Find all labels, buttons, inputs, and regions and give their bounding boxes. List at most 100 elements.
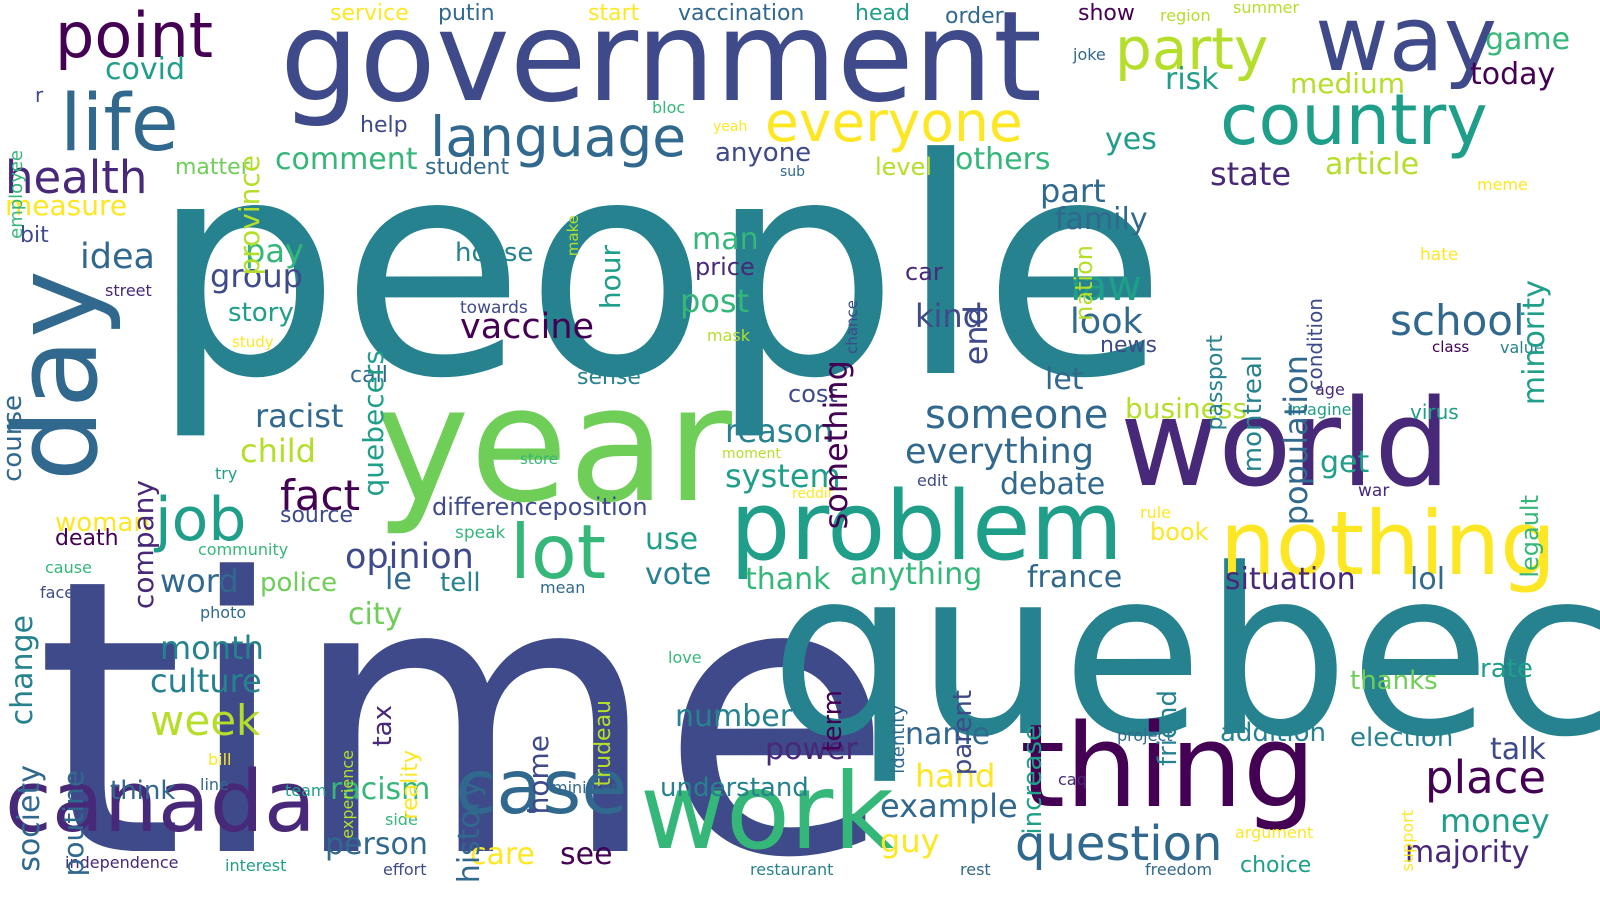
- word-example: example: [880, 787, 1018, 825]
- word-parent: parent: [948, 690, 978, 776]
- word-family: family: [1055, 202, 1148, 237]
- word-r: r: [35, 83, 44, 107]
- word-government: government: [280, 0, 1043, 130]
- word-racism: racism: [330, 772, 431, 807]
- word-moment: moment: [722, 446, 781, 462]
- word-police: police: [260, 568, 338, 598]
- word-change: change: [5, 615, 40, 726]
- word-language: language: [430, 105, 687, 169]
- word-point: point: [55, 0, 214, 72]
- word-cost: cost: [788, 380, 838, 408]
- word-system: system: [725, 457, 841, 495]
- word-election: election: [1350, 723, 1454, 753]
- word-world: world: [1120, 375, 1451, 514]
- word-le: le: [385, 562, 412, 597]
- word-city: city: [348, 597, 403, 632]
- word-anything: anything: [850, 557, 983, 592]
- word-man: man: [692, 222, 759, 257]
- word-situation: situation: [1225, 562, 1356, 597]
- word-legault: legault: [1516, 495, 1544, 578]
- word-something: something: [817, 360, 855, 530]
- word-minister: minister: [552, 778, 618, 797]
- word-addition: addition: [1220, 718, 1326, 748]
- word-name: name: [905, 717, 991, 752]
- word-montreal: montreal: [1238, 355, 1268, 473]
- word-work: work: [640, 751, 895, 873]
- word-study: study: [232, 333, 274, 351]
- word-cause: cause: [45, 558, 92, 577]
- word-lot: lot: [510, 508, 607, 596]
- word-employee: employee: [6, 150, 27, 239]
- word-joke: joke: [1073, 45, 1106, 64]
- word-risk: risk: [1165, 62, 1219, 97]
- word-poutine: poutine: [57, 770, 90, 877]
- word-home: home: [522, 735, 555, 815]
- word-reality: reality: [398, 750, 423, 820]
- word-care: care: [470, 837, 536, 872]
- word-mean: mean: [540, 578, 586, 597]
- word-debate: debate: [1000, 467, 1106, 502]
- word-imagine: imagine: [1287, 400, 1352, 419]
- word-reason: reason: [725, 412, 834, 450]
- word-business: business: [1125, 392, 1248, 425]
- word-province: province: [233, 155, 266, 276]
- word-argument: argument: [1235, 823, 1314, 842]
- word-see: see: [560, 837, 613, 872]
- word-think: think: [110, 776, 176, 806]
- word-quebecers: quebecers: [357, 350, 390, 497]
- word-problem: problem: [730, 472, 1124, 582]
- word-trudeau: trudeau: [591, 700, 616, 787]
- word-others: others: [955, 142, 1051, 177]
- word-law: law: [1070, 261, 1142, 310]
- word-history: history: [452, 780, 487, 884]
- word-measure: measure: [5, 189, 128, 222]
- word-car: car: [905, 258, 943, 286]
- word-sense: sense: [577, 365, 641, 390]
- word-freedom: freedom: [1145, 860, 1213, 879]
- word-medium: medium: [1290, 67, 1406, 100]
- word-summer: summer: [1233, 0, 1300, 17]
- word-country: country: [1220, 79, 1488, 161]
- word-question: question: [1015, 816, 1223, 872]
- word-identity: identity: [888, 705, 909, 774]
- word-quebec: quebec: [770, 521, 1600, 788]
- word-matter: matter: [175, 155, 250, 180]
- word-group: group: [210, 257, 303, 295]
- word-people: people: [150, 95, 1167, 444]
- word-part: part: [1040, 172, 1106, 210]
- word-increase: increase: [1018, 725, 1048, 835]
- word-story: story: [228, 298, 294, 328]
- word-death: death: [55, 526, 119, 551]
- word-understand: understand: [660, 773, 809, 803]
- word-pay: pay: [245, 232, 304, 270]
- word-chance: chance: [843, 300, 861, 354]
- word-team: team: [285, 781, 327, 800]
- word-differenceposition: differenceposition: [432, 493, 648, 521]
- word-friend: friend: [1153, 690, 1183, 767]
- word-try: try: [215, 464, 238, 483]
- word-canada: canada: [5, 753, 316, 852]
- word-street: street: [105, 281, 152, 300]
- word-service: service: [330, 1, 409, 26]
- word-hate: hate: [1420, 245, 1459, 265]
- word-putin: putin: [438, 1, 495, 26]
- word-class: class: [1432, 338, 1470, 356]
- word-towards: towards: [460, 298, 528, 318]
- word-bill: bill: [208, 750, 232, 769]
- word-love: love: [668, 648, 702, 667]
- word-course: course: [0, 395, 28, 482]
- word-order: order: [945, 4, 1004, 29]
- word-power: power: [765, 732, 858, 767]
- word-game: game: [1485, 22, 1571, 57]
- word-store: store: [520, 450, 558, 468]
- word-effort: effort: [383, 860, 427, 879]
- word-face: face: [40, 583, 75, 602]
- word-school: school: [1390, 296, 1525, 345]
- word-month: month: [160, 629, 264, 667]
- word-vote: vote: [645, 557, 712, 592]
- word-everyone: everyone: [765, 90, 1023, 154]
- word-book: book: [1150, 518, 1209, 546]
- word-life: life: [60, 79, 179, 169]
- word-photo: photo: [200, 603, 247, 622]
